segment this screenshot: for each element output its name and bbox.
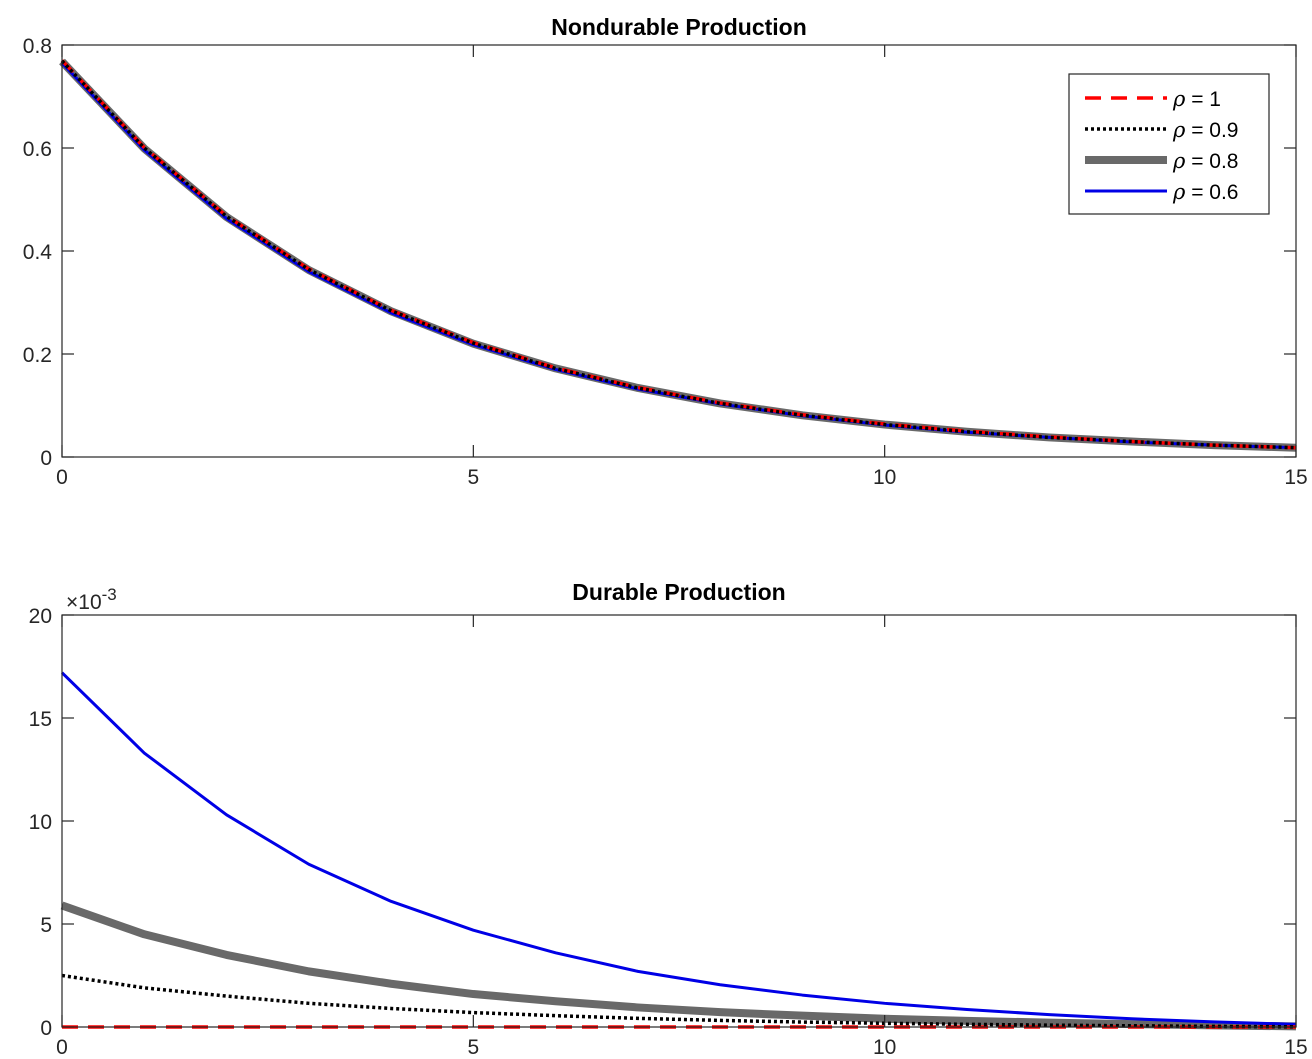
- legend: ρ = 1ρ = 0.9ρ = 0.8ρ = 0.6: [1068, 73, 1270, 215]
- durable-production-panel: Durable Production ×10-3 0 5 10 15 0 5 10 15 20: [29, 579, 1308, 1059]
- x-tick-label: 10: [873, 1036, 896, 1059]
- legend-label: ρ = 1: [1172, 87, 1221, 111]
- x-tick-label: 0: [56, 1036, 68, 1059]
- chart-title: Durable Production: [572, 579, 785, 605]
- chart-title: Nondurable Production: [551, 14, 807, 40]
- rho-symbol: ρ: [1172, 87, 1186, 111]
- series-line: [60, 59, 1297, 450]
- exponent-base: ×10: [66, 591, 102, 614]
- series-line: [60, 901, 1297, 1031]
- legend-value: = 1: [1185, 88, 1221, 111]
- y-tick-label: 0.2: [23, 344, 52, 367]
- legend-box: [1068, 73, 1270, 215]
- axes: [61, 44, 1297, 458]
- rho-symbol: ρ: [1172, 118, 1186, 142]
- y-axis-exponent: ×10-3: [66, 585, 117, 614]
- y-tick-label: 5: [40, 914, 52, 937]
- axes: [61, 614, 1297, 1028]
- y-tick-label: 0.4: [23, 241, 53, 264]
- y-tick-label: 15: [29, 708, 52, 731]
- y-tick-label: 10: [29, 811, 52, 834]
- x-tick-label: 5: [467, 1036, 479, 1059]
- nondurable-production-panel: Nondurable Production 0 5 10 15 0 0.2 0.4 0.6 0.…: [23, 14, 1308, 489]
- legend-label: ρ = 0.8: [1172, 149, 1239, 173]
- x-tick-label: 0: [56, 466, 68, 489]
- y-tick-label: 0.6: [23, 138, 52, 161]
- x-tick-label: 15: [1284, 1036, 1307, 1059]
- x-tick-label: 5: [467, 466, 479, 489]
- legend-value: = 0.6: [1185, 181, 1238, 204]
- legend-label: ρ = 0.9: [1172, 118, 1239, 142]
- legend-value: = 0.8: [1185, 150, 1238, 173]
- y-tick-label: 20: [29, 605, 52, 628]
- series-line: [60, 671, 1297, 1026]
- series-line: [61, 973, 1297, 1029]
- x-tick-label: 10: [873, 466, 896, 489]
- legend-value: = 0.9: [1185, 119, 1238, 142]
- y-tick-label: 0.8: [23, 35, 52, 58]
- y-tick-label: 0: [40, 1017, 52, 1040]
- x-tick-label: 15: [1284, 466, 1307, 489]
- plot-area: [62, 615, 1296, 1027]
- rho-symbol: ρ: [1172, 180, 1186, 204]
- y-tick-label: 0: [40, 447, 52, 470]
- tick-labels: 0 5 10 15 0 0.2 0.4 0.6 0.8: [23, 35, 1308, 489]
- exponent-power: -3: [102, 585, 117, 604]
- tick-labels: 0 5 10 15 0 5 10 15 20: [29, 605, 1308, 1059]
- legend-label: ρ = 0.6: [1172, 180, 1239, 204]
- rho-symbol: ρ: [1172, 149, 1186, 173]
- series-lines: [59, 58, 1297, 452]
